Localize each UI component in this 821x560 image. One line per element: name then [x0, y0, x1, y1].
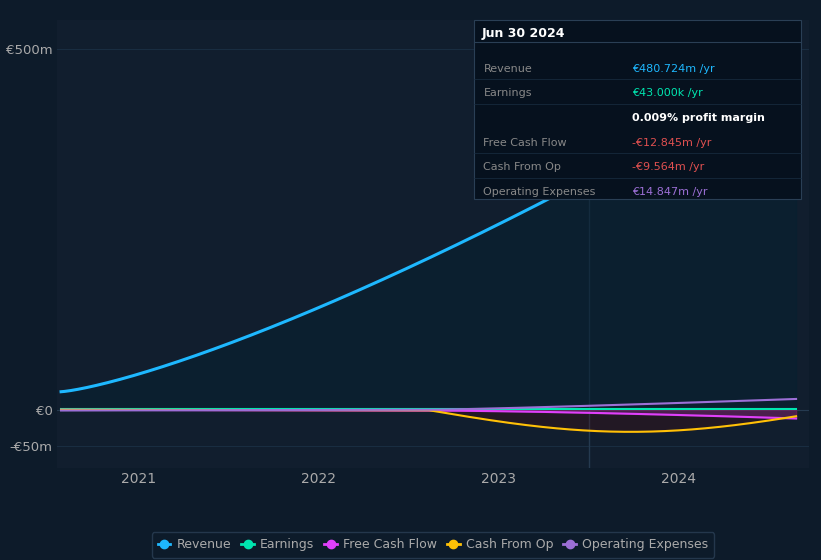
Legend: Revenue, Earnings, Free Cash Flow, Cash From Op, Operating Expenses: Revenue, Earnings, Free Cash Flow, Cash …: [152, 532, 714, 558]
Bar: [475, 20, 801, 199]
Text: €43.000k /yr: €43.000k /yr: [632, 88, 703, 99]
Text: €480.724m /yr: €480.724m /yr: [632, 64, 715, 74]
Text: Earnings: Earnings: [484, 88, 532, 99]
Text: Operating Expenses: Operating Expenses: [484, 187, 596, 197]
Text: Free Cash Flow: Free Cash Flow: [484, 138, 567, 148]
Text: -€9.564m /yr: -€9.564m /yr: [632, 162, 704, 172]
Text: Cash From Op: Cash From Op: [484, 162, 562, 172]
Text: Revenue: Revenue: [484, 64, 532, 74]
Text: 0.009% profit margin: 0.009% profit margin: [632, 113, 765, 123]
Text: -€12.845m /yr: -€12.845m /yr: [632, 138, 712, 148]
Text: Jun 30 2024: Jun 30 2024: [482, 27, 566, 40]
Text: €14.847m /yr: €14.847m /yr: [632, 187, 708, 197]
